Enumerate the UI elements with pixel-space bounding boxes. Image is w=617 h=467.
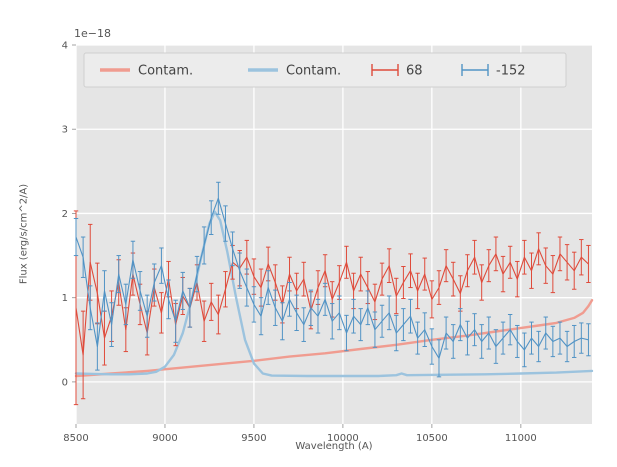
y-tick-label: 1 bbox=[62, 293, 68, 304]
legend-label-0: Contam. bbox=[138, 64, 193, 79]
legend: Contam. Contam. 68 -152 bbox=[83, 52, 567, 88]
y-axis-offset-label: 1e−18 bbox=[74, 27, 111, 40]
x-axis-title: Wavelength (A) bbox=[295, 441, 373, 452]
plot-background bbox=[76, 45, 592, 424]
x-tick-label: 11000 bbox=[505, 433, 537, 444]
x-tick-label: 8500 bbox=[63, 433, 88, 444]
y-tick-label: 4 bbox=[62, 41, 68, 52]
y-axis-title: Flux (erg/s/cm^2/A) bbox=[18, 183, 30, 285]
y-tick-label: 0 bbox=[62, 377, 68, 388]
legend-label-3: -152 bbox=[496, 64, 526, 79]
legend-key-errorbar-3 bbox=[461, 64, 489, 76]
legend-label-1: Contam. bbox=[286, 64, 341, 79]
y-tick-label: 3 bbox=[62, 125, 68, 136]
gridlines bbox=[75, 44, 592, 424]
x-tick-label: 10500 bbox=[416, 433, 448, 444]
x-tick-label: 9500 bbox=[241, 433, 266, 444]
series-contam-line-1 bbox=[74, 210, 594, 378]
tick-labels: 8500 9000 9500 10000 10500 11000 0 1 2 3 4 bbox=[62, 41, 537, 445]
x-tick-label: 10000 bbox=[327, 433, 359, 444]
legend-label-2: 68 bbox=[406, 64, 423, 79]
series-errorbar-3 bbox=[73, 181, 591, 378]
tick-marks bbox=[72, 44, 522, 428]
y-tick-label: 2 bbox=[62, 209, 68, 220]
legend-key-errorbar-2 bbox=[371, 64, 399, 76]
x-tick-label: 9000 bbox=[152, 433, 177, 444]
legend-box bbox=[83, 52, 567, 88]
